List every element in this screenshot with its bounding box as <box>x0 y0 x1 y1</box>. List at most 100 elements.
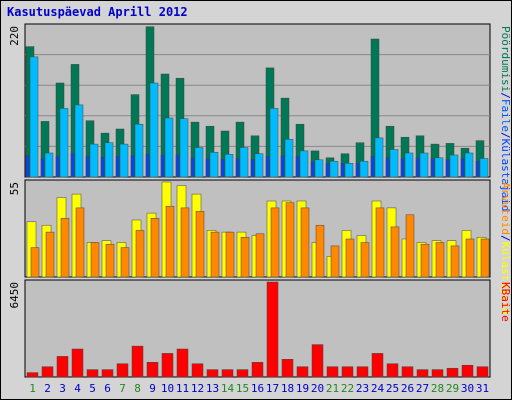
bar-middle-series1-day19 <box>300 207 310 278</box>
day-label-25: 25 <box>386 382 399 395</box>
day-label-19: 19 <box>296 382 309 395</box>
panel-middle-ymax-label: 55 <box>8 182 21 195</box>
legend-label: Külastajaid <box>499 139 512 212</box>
panel-top-legend: Pöördumisi/Faile/Külastajaid <box>499 26 512 211</box>
bar-top-series1-day30 <box>464 152 474 178</box>
bar-bottom-series0-day10 <box>161 353 174 378</box>
bar-top-series2-day13 <box>205 158 210 178</box>
bar-bottom-series0-day5 <box>86 369 99 378</box>
panel-top-ymax-label: 220 <box>8 26 21 46</box>
bar-middle-series1-day12 <box>195 211 205 278</box>
bar-bottom-series0-day16 <box>251 362 264 378</box>
bar-top-series1-day19 <box>299 150 309 178</box>
day-label-8: 8 <box>134 382 141 395</box>
day-label-13: 13 <box>206 382 219 395</box>
panel-bottom-legend: KBaite <box>499 282 512 322</box>
bar-bottom-series0-day1 <box>26 372 39 378</box>
bar-bottom-series0-day31 <box>476 366 489 378</box>
bar-top-series2-day20 <box>310 161 315 178</box>
bar-bottom-series0-day30 <box>461 364 474 378</box>
bar-middle-series1-day7 <box>120 247 130 278</box>
bar-top-series2-day6 <box>100 156 105 178</box>
bar-top-series1-day16 <box>254 153 264 178</box>
bar-bottom-series0-day8 <box>131 345 144 378</box>
bar-top-series2-day30 <box>460 158 465 178</box>
bar-middle-series1-day9 <box>150 218 160 278</box>
day-label-7: 7 <box>119 382 126 395</box>
bar-top-series2-day7 <box>115 156 120 178</box>
bar-bottom-series0-day26 <box>401 366 414 378</box>
bar-middle-series1-day10 <box>165 205 175 278</box>
bar-bottom-series0-day25 <box>386 363 399 378</box>
bar-top-series2-day9 <box>145 154 150 178</box>
day-label-12: 12 <box>191 382 204 395</box>
bar-bottom-series0-day4 <box>71 348 84 378</box>
bar-top-series2-day11 <box>175 154 180 178</box>
legend-label: Faile <box>499 99 512 132</box>
panel-middle-legend: Arvuteid/Külastajaid <box>499 182 512 314</box>
day-label-5: 5 <box>89 382 96 395</box>
day-label-24: 24 <box>371 382 385 395</box>
bar-middle-series1-day26 <box>405 214 415 278</box>
bar-top-series2-day5 <box>85 156 90 178</box>
bar-top-series1-day15 <box>239 147 249 178</box>
bar-top-series2-day26 <box>400 158 405 178</box>
bar-top-series2-day25 <box>385 157 390 178</box>
bar-top-series2-day15 <box>235 158 240 178</box>
bar-bottom-series0-day19 <box>296 366 309 378</box>
bar-bottom-series0-day13 <box>206 369 219 378</box>
bar-top-series2-day16 <box>250 158 255 178</box>
day-label-3: 3 <box>59 382 66 395</box>
legend-label: KBaite <box>499 282 512 322</box>
bar-top-series2-day3 <box>55 156 60 178</box>
bar-bottom-series0-day11 <box>176 348 189 378</box>
bar-top-series2-day28 <box>430 158 435 178</box>
bar-top-series2-day19 <box>295 156 300 178</box>
bar-top-series1-day27 <box>419 152 429 178</box>
day-label-23: 23 <box>356 382 369 395</box>
bar-top-series1-day3 <box>59 108 69 178</box>
bar-top-series1-day11 <box>179 118 189 178</box>
day-label-31: 31 <box>476 382 489 395</box>
bar-bottom-series0-day24 <box>371 353 384 378</box>
bar-top-series2-day10 <box>160 154 165 178</box>
legend-label: Pöördumisi <box>499 26 512 92</box>
bar-middle-series1-day4 <box>75 207 85 278</box>
bar-middle-series1-day20 <box>315 224 325 278</box>
bar-bottom-series0-day3 <box>56 356 69 378</box>
bar-middle-series1-day8 <box>135 230 145 278</box>
day-label-4: 4 <box>74 382 81 395</box>
day-label-17: 17 <box>266 382 279 395</box>
bar-middle-series1-day21 <box>330 245 340 278</box>
legend-label: Külastajaid <box>499 242 512 315</box>
bar-top-series1-day12 <box>194 147 204 178</box>
bar-top-series1-day2 <box>44 152 54 178</box>
bar-middle-series1-day30 <box>465 238 475 278</box>
bar-bottom-series0-day27 <box>416 369 429 378</box>
day-label-10: 10 <box>161 382 174 395</box>
bar-top-series1-day22 <box>344 163 354 178</box>
bar-middle-series1-day28 <box>435 242 445 278</box>
bar-bottom-series0-day18 <box>281 359 294 378</box>
bar-top-series2-day17 <box>265 156 270 178</box>
bar-top-series2-day1 <box>25 155 30 178</box>
bar-middle-series1-day18 <box>285 202 295 278</box>
bar-bottom-series0-day28 <box>431 369 444 378</box>
bar-middle-series1-day13 <box>210 231 220 278</box>
bar-middle-series1-day27 <box>420 243 430 278</box>
bar-top-series2-day14 <box>220 158 225 178</box>
bar-middle-series1-day17 <box>270 207 280 278</box>
legend-label: / <box>499 235 512 242</box>
bar-top-series1-day9 <box>149 82 159 178</box>
bar-middle-series1-day16 <box>255 233 265 278</box>
bar-bottom-series0-day7 <box>116 363 129 378</box>
day-label-27: 27 <box>416 382 429 395</box>
bar-top-series2-day23 <box>355 163 360 178</box>
bar-top-series2-day2 <box>40 158 45 178</box>
bar-top-series1-day4 <box>74 104 84 178</box>
bar-middle-series1-day23 <box>360 242 370 278</box>
bar-top-series1-day6 <box>104 142 114 178</box>
day-label-11: 11 <box>176 382 189 395</box>
bar-middle-series1-day2 <box>45 231 55 278</box>
